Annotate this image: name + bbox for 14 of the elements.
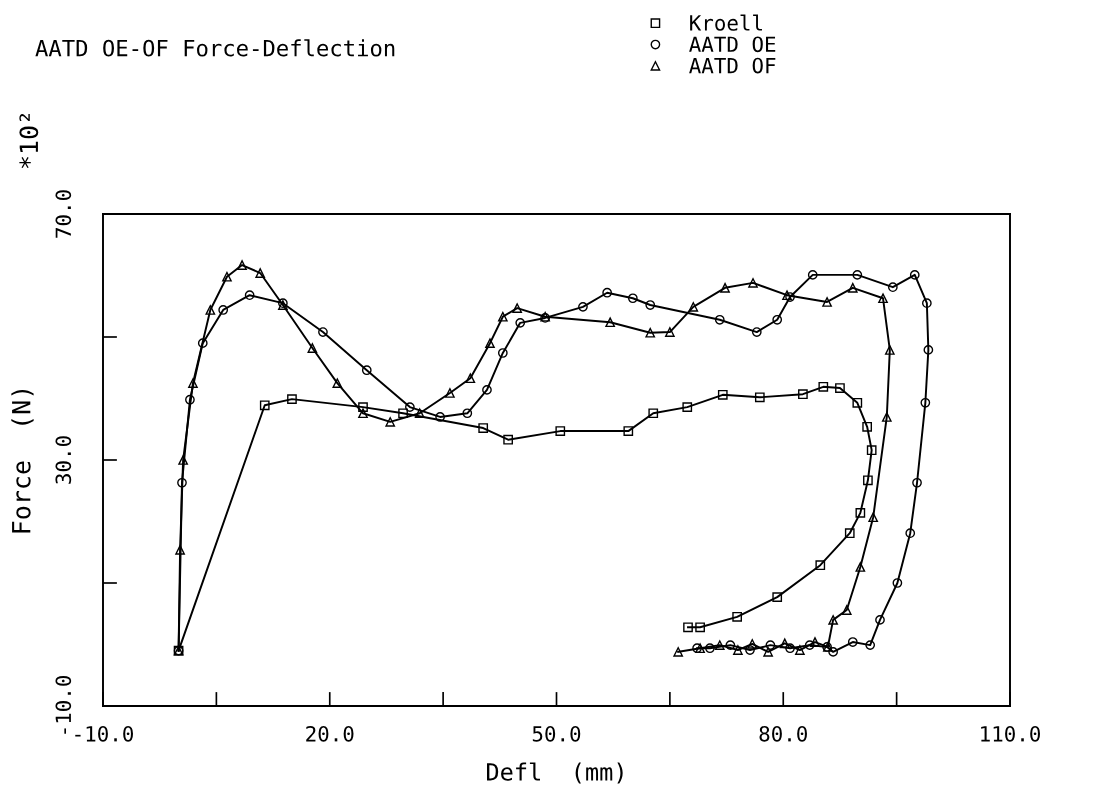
x-tick-label: 110.0 bbox=[981, 725, 1041, 742]
legend-label: AATD OE bbox=[689, 36, 776, 53]
x-tick-label: 50.0 bbox=[532, 725, 581, 742]
legend-label: Kroell bbox=[690, 14, 762, 31]
legend-label: AATD OF bbox=[689, 57, 776, 74]
x-tick-label: 20.0 bbox=[306, 725, 354, 742]
chart-title: AATD OE-OF Force-Deflection bbox=[35, 39, 395, 57]
y-axis-title: Force (N) bbox=[11, 389, 34, 533]
x-tick-label: 80.0 bbox=[759, 725, 807, 742]
x-tick-label: -10.0 bbox=[75, 725, 134, 742]
x-axis-title: Defl (mm) bbox=[487, 762, 623, 784]
y-tick-label: 70.0 bbox=[55, 190, 72, 238]
y-tick-label: 30.0 bbox=[55, 436, 72, 484]
text: *10² bbox=[19, 114, 39, 169]
